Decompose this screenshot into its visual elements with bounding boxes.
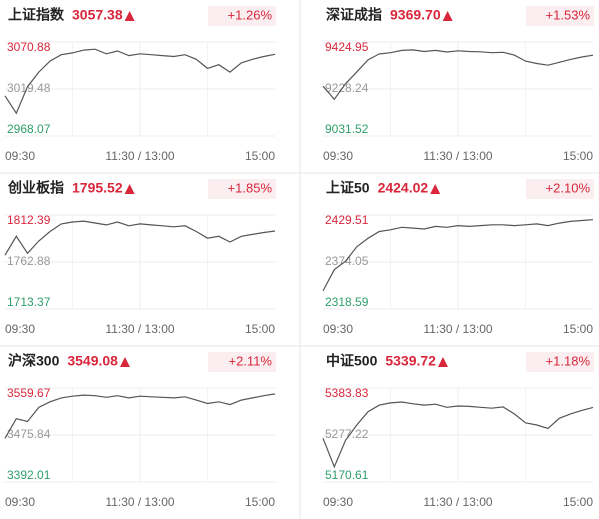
- y-tick-label: 9424.95: [325, 40, 369, 54]
- change-badge: [526, 6, 594, 26]
- x-tick-label: 15:00: [245, 322, 275, 336]
- change-badge: [208, 179, 276, 199]
- x-tick-label: 09:30: [323, 149, 353, 163]
- index-price: 1795.52: [72, 180, 123, 196]
- change-pct: +1.18%: [546, 353, 591, 368]
- change-badge: [208, 6, 276, 26]
- price-line: [322, 49, 594, 101]
- x-tick-label: 11:30 / 13:00: [423, 149, 492, 163]
- x-tick-label: 15:00: [245, 149, 275, 163]
- price-line: [4, 220, 276, 256]
- up-arrow: [442, 11, 453, 21]
- index-name: 中证500: [326, 353, 378, 369]
- index-price: 3549.08: [67, 353, 118, 369]
- index-price: 9369.70: [390, 7, 441, 23]
- price-line: [4, 48, 276, 115]
- x-tick-label: 09:30: [323, 322, 353, 336]
- change-pct: +2.10%: [546, 180, 591, 195]
- up-arrow: [119, 357, 130, 367]
- index-price: 3057.38: [72, 7, 123, 23]
- up-arrow: [430, 184, 441, 194]
- index-name: 上证50: [326, 180, 370, 196]
- x-tick-label: 09:30: [323, 495, 353, 509]
- x-tick-label: 09:30: [5, 495, 35, 509]
- y-tick-label: 2318.59: [325, 295, 369, 309]
- y-tick-label: 3070.88: [7, 40, 51, 54]
- y-tick-label: 5383.83: [325, 386, 369, 400]
- x-tick-label: 11:30 / 13:00: [423, 495, 492, 509]
- index-price: 2424.02: [378, 180, 429, 196]
- x-tick-label: 15:00: [563, 495, 593, 509]
- x-tick-label: 15:00: [563, 149, 593, 163]
- y-tick-label: 2968.07: [7, 122, 51, 136]
- x-tick-label: 09:30: [5, 322, 35, 336]
- y-tick-label: 2429.51: [325, 213, 369, 227]
- y-tick-label: 3392.01: [7, 468, 51, 482]
- y-tick-label: 1713.37: [7, 295, 51, 309]
- change-pct: +1.26%: [228, 7, 273, 22]
- x-tick-label: 09:30: [5, 149, 35, 163]
- change-pct: +1.53%: [546, 7, 591, 22]
- index-name: 沪深300: [8, 353, 60, 369]
- change-badge: [208, 352, 276, 372]
- price-line: [322, 219, 594, 292]
- x-tick-label: 11:30 / 13:00: [105, 149, 174, 163]
- x-tick-label: 11:30 / 13:00: [105, 495, 174, 509]
- index-name: 创业板指: [7, 180, 64, 196]
- index-price: 5339.72: [385, 353, 436, 369]
- y-tick-label: 3019.48: [7, 81, 51, 95]
- y-tick-label: 9031.52: [325, 122, 369, 136]
- x-tick-label: 15:00: [245, 495, 275, 509]
- price-line: [4, 393, 276, 439]
- up-arrow: [124, 11, 135, 21]
- change-badge: [526, 179, 594, 199]
- x-tick-label: 15:00: [563, 322, 593, 336]
- up-arrow: [124, 184, 135, 194]
- y-tick-label: 2374.05: [325, 254, 369, 268]
- y-tick-label: 5170.61: [325, 468, 369, 482]
- y-tick-label: 5277.22: [325, 427, 369, 441]
- change-badge: [526, 352, 594, 372]
- index-name: 上证指数: [8, 7, 65, 23]
- x-tick-label: 11:30 / 13:00: [105, 322, 174, 336]
- price-line: [322, 401, 594, 469]
- y-tick-label: 1762.88: [7, 254, 51, 268]
- index-name: 深证成指: [326, 7, 382, 23]
- y-tick-label: 9228.24: [325, 81, 369, 95]
- y-tick-label: 3475.84: [7, 427, 51, 441]
- y-tick-label: 1812.39: [7, 213, 51, 227]
- change-pct: +2.11%: [229, 353, 273, 368]
- up-arrow: [437, 357, 448, 367]
- x-tick-label: 11:30 / 13:00: [423, 322, 492, 336]
- change-pct: +1.85%: [228, 180, 273, 195]
- y-tick-label: 3559.67: [7, 386, 51, 400]
